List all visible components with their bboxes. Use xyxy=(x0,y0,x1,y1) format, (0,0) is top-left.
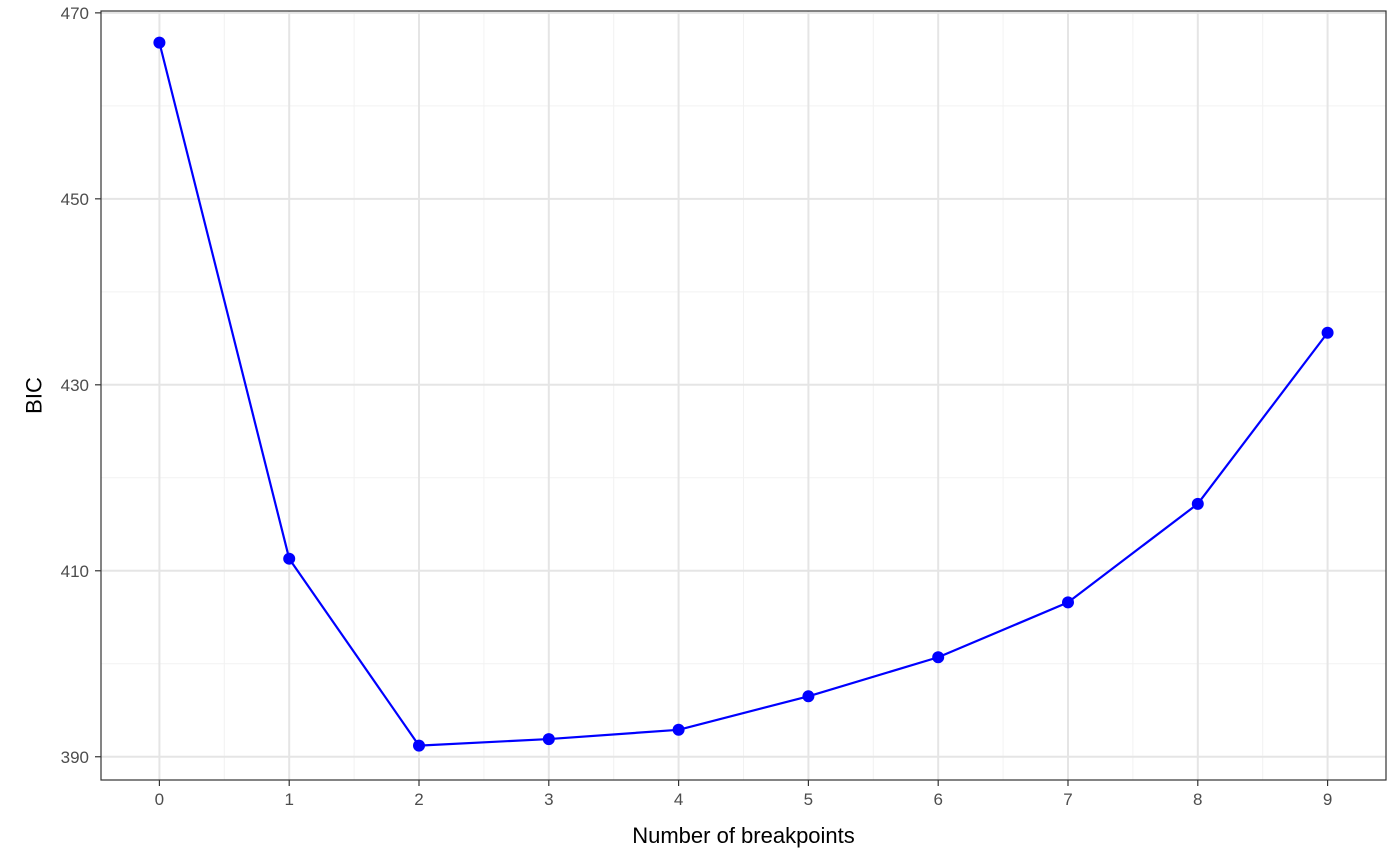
x-tick-label: 4 xyxy=(674,790,683,809)
x-tick-label: 3 xyxy=(544,790,553,809)
data-point xyxy=(413,739,426,752)
x-tick-label: 0 xyxy=(155,790,164,809)
data-point xyxy=(1321,326,1334,339)
x-tick-label: 2 xyxy=(414,790,423,809)
data-point xyxy=(542,733,555,746)
x-tick-label: 6 xyxy=(933,790,942,809)
series-line xyxy=(158,42,1329,747)
panel-border xyxy=(100,10,1387,781)
axis-ticks xyxy=(95,12,1329,786)
minor-gridlines xyxy=(101,11,1386,780)
data-series xyxy=(153,36,1334,752)
x-tick-label: 8 xyxy=(1193,790,1202,809)
y-tick-label: 470 xyxy=(61,4,89,23)
y-tick-label: 450 xyxy=(61,190,89,209)
y-axis-tick-labels: 390 410 430 450 470 xyxy=(61,4,89,767)
data-point xyxy=(283,552,296,565)
data-point xyxy=(932,651,945,664)
y-axis-title: BIC xyxy=(22,377,47,414)
x-tick-label: 1 xyxy=(284,790,293,809)
y-tick-label: 430 xyxy=(61,376,89,395)
data-point xyxy=(672,723,685,736)
major-gridlines xyxy=(101,11,1386,780)
data-point xyxy=(802,690,815,703)
data-point xyxy=(153,36,166,49)
data-point xyxy=(1191,497,1204,510)
x-tick-label: 5 xyxy=(804,790,813,809)
x-tick-label: 9 xyxy=(1323,790,1332,809)
data-point xyxy=(1061,596,1074,609)
x-axis-tick-labels: 0 1 2 3 4 5 6 7 8 9 xyxy=(155,790,1333,809)
y-tick-label: 390 xyxy=(61,748,89,767)
x-tick-label: 7 xyxy=(1063,790,1072,809)
x-axis-title: Number of breakpoints xyxy=(632,823,855,848)
y-tick-label: 410 xyxy=(61,562,89,581)
